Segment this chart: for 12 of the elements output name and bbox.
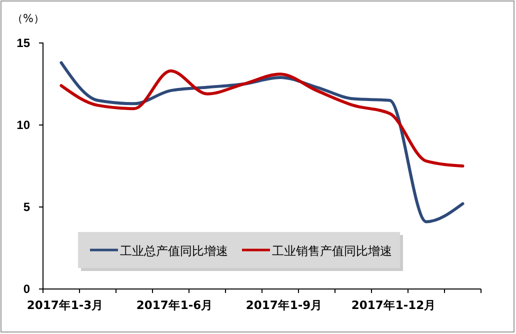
y-tick-label: 15 xyxy=(16,36,30,50)
legend-label: 工业总产值同比增速 xyxy=(120,244,228,258)
x-tick-label: 2017年1-9月 xyxy=(246,298,323,312)
x-tick-label: 2017年1-6月 xyxy=(136,298,214,312)
x-tick-label: 2017年1-3月 xyxy=(26,298,104,312)
y-axis-title: （%） xyxy=(12,12,44,25)
y-tick-label: 10 xyxy=(16,118,30,132)
x-tick-label: 2017年1-12月 xyxy=(351,298,436,312)
line-series xyxy=(60,69,464,168)
y-tick-label: 0 xyxy=(23,282,30,296)
legend-label: 工业销售产值同比增速 xyxy=(272,244,392,258)
y-tick-label: 5 xyxy=(23,200,30,214)
